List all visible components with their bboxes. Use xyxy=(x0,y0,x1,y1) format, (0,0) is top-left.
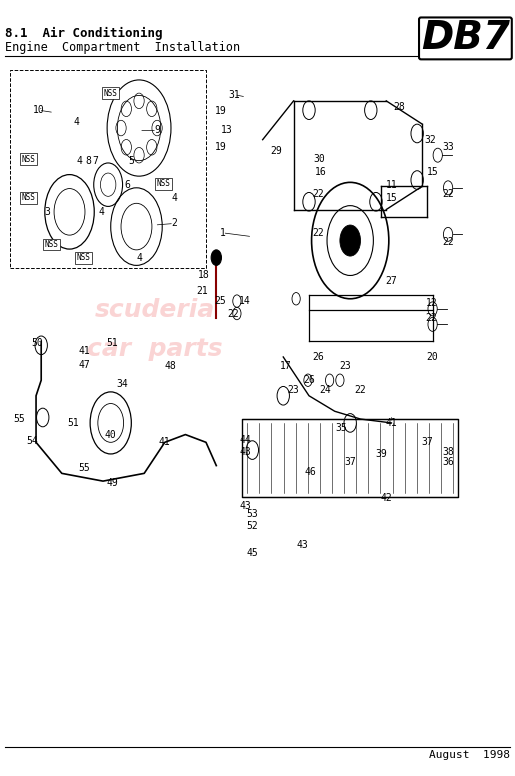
Text: 34: 34 xyxy=(116,379,128,389)
Text: 22: 22 xyxy=(426,314,437,323)
Text: NSS: NSS xyxy=(45,240,58,249)
Text: 41: 41 xyxy=(386,418,397,428)
Text: 12: 12 xyxy=(426,298,437,307)
Text: 39: 39 xyxy=(375,449,387,459)
Text: 19: 19 xyxy=(215,143,226,152)
Text: 33: 33 xyxy=(442,143,454,152)
Text: 36: 36 xyxy=(442,457,454,466)
Text: 4: 4 xyxy=(171,193,177,203)
Text: 24: 24 xyxy=(320,385,331,394)
Text: 30: 30 xyxy=(314,154,325,164)
Text: 41: 41 xyxy=(78,346,90,355)
Text: 13: 13 xyxy=(221,126,232,135)
Text: 22: 22 xyxy=(227,310,238,319)
Text: 55: 55 xyxy=(14,414,25,424)
Text: 23: 23 xyxy=(288,385,299,394)
Text: 4: 4 xyxy=(98,207,105,217)
Text: 26: 26 xyxy=(312,352,323,362)
Text: 50: 50 xyxy=(31,338,43,348)
Text: 4: 4 xyxy=(77,156,83,165)
Text: 53: 53 xyxy=(247,509,258,518)
Text: 15: 15 xyxy=(427,168,438,177)
Text: 43: 43 xyxy=(240,447,251,456)
Text: 3: 3 xyxy=(44,207,50,217)
Text: 17: 17 xyxy=(280,362,291,371)
Text: 32: 32 xyxy=(424,135,436,144)
Text: 19: 19 xyxy=(215,106,226,116)
Text: 8: 8 xyxy=(85,156,92,165)
Text: DB7: DB7 xyxy=(421,19,510,57)
Text: 15: 15 xyxy=(386,193,397,203)
Text: 54: 54 xyxy=(27,436,38,445)
Text: 27: 27 xyxy=(386,276,397,286)
Text: 5: 5 xyxy=(128,156,134,165)
Text: 46: 46 xyxy=(305,467,316,476)
Text: scuderia
car  parts: scuderia car parts xyxy=(87,298,222,362)
Text: 47: 47 xyxy=(78,360,90,369)
Text: 22: 22 xyxy=(355,385,366,394)
Text: 20: 20 xyxy=(427,352,438,362)
Text: August  1998: August 1998 xyxy=(429,750,510,760)
Text: 11: 11 xyxy=(386,180,397,189)
Text: 49: 49 xyxy=(107,478,118,487)
Text: 6: 6 xyxy=(125,180,131,189)
Text: 22: 22 xyxy=(312,228,323,237)
Text: 22: 22 xyxy=(442,189,454,199)
Text: 14: 14 xyxy=(239,296,250,306)
Text: NSS: NSS xyxy=(22,154,35,164)
Circle shape xyxy=(211,250,221,265)
Text: 4: 4 xyxy=(136,253,142,262)
Text: 42: 42 xyxy=(381,494,392,503)
Text: 52: 52 xyxy=(247,521,258,531)
Text: 44: 44 xyxy=(240,435,251,445)
Text: Engine  Compartment  Installation: Engine Compartment Installation xyxy=(5,41,241,54)
Text: 4: 4 xyxy=(73,117,79,126)
Text: 37: 37 xyxy=(345,457,356,466)
Text: 7: 7 xyxy=(92,156,98,165)
Text: 51: 51 xyxy=(68,418,79,428)
Text: 43: 43 xyxy=(240,501,251,511)
Circle shape xyxy=(340,225,360,256)
Text: NSS: NSS xyxy=(157,179,170,189)
Text: NSS: NSS xyxy=(77,253,90,262)
Text: 48: 48 xyxy=(164,362,176,371)
Text: 29: 29 xyxy=(271,147,282,156)
Text: 37: 37 xyxy=(422,438,433,447)
Text: NSS: NSS xyxy=(104,88,117,98)
Text: 41: 41 xyxy=(159,438,170,447)
Text: 10: 10 xyxy=(33,106,44,115)
Text: 51: 51 xyxy=(107,338,118,348)
Text: NSS: NSS xyxy=(22,193,35,203)
Text: 21: 21 xyxy=(197,286,208,296)
Text: 22: 22 xyxy=(442,237,454,247)
Text: 25: 25 xyxy=(214,296,226,306)
Text: 16: 16 xyxy=(315,168,326,177)
Text: 31: 31 xyxy=(229,90,240,99)
Text: 28: 28 xyxy=(393,102,405,112)
Text: 18: 18 xyxy=(198,271,209,280)
Text: 40: 40 xyxy=(105,430,116,439)
Text: 2: 2 xyxy=(171,219,177,228)
Text: 38: 38 xyxy=(442,447,454,456)
Text: 23: 23 xyxy=(339,362,351,371)
Text: 9: 9 xyxy=(154,126,160,135)
Text: 35: 35 xyxy=(335,424,347,433)
Text: 8.1  Air Conditioning: 8.1 Air Conditioning xyxy=(5,27,163,40)
Text: 43: 43 xyxy=(297,540,308,549)
Text: 1: 1 xyxy=(219,228,226,237)
Text: 26: 26 xyxy=(303,376,315,385)
Text: 22: 22 xyxy=(312,189,323,199)
Text: 55: 55 xyxy=(78,463,90,473)
Text: 45: 45 xyxy=(247,548,258,557)
